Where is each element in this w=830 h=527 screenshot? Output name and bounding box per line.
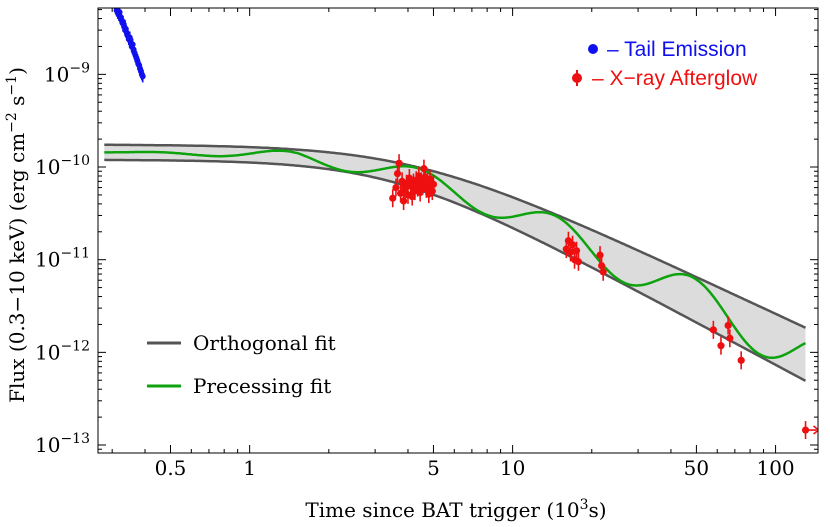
xray-afterglow-point [709, 326, 717, 334]
x-tick-label: 100 [756, 456, 794, 480]
y-axis-title: Flux (0.3−10 keV) (erg cm−2 s−1) [4, 67, 29, 403]
x-tick-label: 5 [427, 456, 440, 480]
x-tick-label: 10 [500, 456, 525, 480]
xray-afterglow-point [572, 247, 581, 255]
x-tick-label: 0.5 [155, 456, 187, 480]
xray-afterglow-point [574, 258, 583, 266]
legend-label-xray-afterglow: – X−ray Afterglow [592, 67, 758, 90]
precessing-fit-line [104, 149, 807, 360]
tail-emission-point [129, 41, 136, 48]
axis-tick-labels: 0.5 1 5 10 50 100 10−9 10−10 10−11 10−12 10−13 [35, 60, 795, 480]
y-tick-label: 10−10 [35, 153, 90, 179]
xray-afterglow-point [393, 169, 402, 178]
xray-afterglow-point [724, 321, 732, 330]
tail-emission-point [139, 73, 146, 80]
orthogonal-fit-lower-line [104, 158, 807, 382]
xray-afterglow-point [392, 183, 400, 192]
xray-afterglow-point [429, 180, 438, 188]
xray-afterglow-point [737, 356, 745, 364]
axis-ticks [98, 8, 818, 453]
y-tick-label: 10−12 [35, 338, 90, 364]
legend-bottom-left: Orthogonal fit Precessing fit [147, 331, 336, 398]
plot-frame [97, 7, 819, 454]
y-tick-label: 10−9 [44, 60, 90, 86]
xray-afterglow-point [400, 197, 408, 205]
legend-top-right: – Tail Emission – X−ray Afterglow [572, 38, 758, 90]
xray-afterglow-point [599, 268, 607, 276]
xray-afterglow-point [395, 159, 403, 167]
model-curves [104, 143, 807, 382]
x-axis-title: Time since BAT trigger (103s) [305, 497, 606, 522]
xray-afterglow-point [726, 334, 734, 342]
legend-label-precessing-fit: Precessing fit [193, 374, 331, 398]
legend-label-tail-emission: – Tail Emission [607, 38, 747, 61]
data-points [113, 8, 818, 440]
xray-afterglow-point [408, 192, 416, 201]
x-tick-label: 1 [243, 456, 256, 480]
xray-afterglow-point [420, 165, 428, 173]
xray-afterglow-point [568, 241, 577, 249]
orthogonal-fit-upper-line [104, 143, 807, 329]
xray-afterglow-point [389, 194, 397, 202]
xray-afterglow-point [596, 251, 604, 259]
xray-afterglow-point [598, 262, 606, 270]
legend-marker-tail-emission [588, 44, 598, 54]
xray-afterglow-point [717, 342, 725, 350]
xray-afterglow-point [397, 189, 405, 197]
legend-label-orthogonal-fit: Orthogonal fit [193, 331, 336, 355]
xray-afterglow-point [428, 187, 436, 195]
y-tick-label: 10−13 [35, 431, 90, 457]
y-tick-label: 10−11 [35, 246, 90, 272]
x-tick-label: 50 [684, 456, 709, 480]
